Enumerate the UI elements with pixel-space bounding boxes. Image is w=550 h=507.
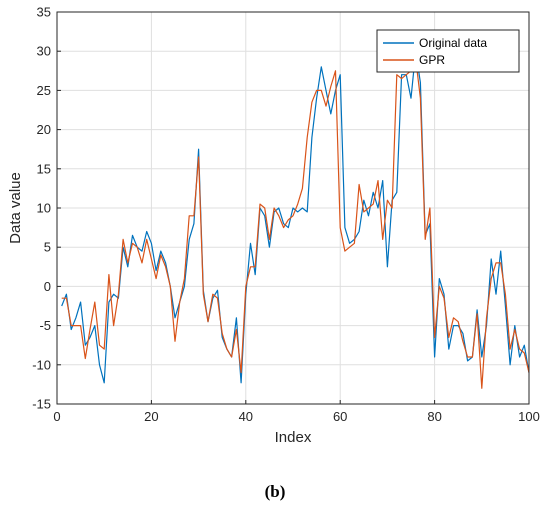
y-axis-title: Data value xyxy=(7,172,24,244)
y-tick-label: 30 xyxy=(37,44,51,59)
y-tick-label: 20 xyxy=(37,122,51,137)
series-layer xyxy=(61,50,530,389)
x-tick-label: 20 xyxy=(144,409,158,424)
x-tick-label: 100 xyxy=(518,409,540,424)
x-tick-label: 60 xyxy=(333,409,347,424)
caption-label: (b) xyxy=(264,482,286,501)
y-tick-label: -5 xyxy=(39,318,51,333)
x-tick-label: 0 xyxy=(53,409,60,424)
y-tick-label: 15 xyxy=(37,161,51,176)
y-tick-label: 0 xyxy=(44,279,51,294)
legend-box xyxy=(376,29,520,73)
figure-caption: (b) xyxy=(0,482,550,502)
grid-lines xyxy=(56,11,530,405)
legend-label: Original data xyxy=(419,36,487,50)
x-tick-label: 80 xyxy=(427,409,441,424)
x-axis-title: Index xyxy=(275,429,312,446)
line-chart: 0 20 40 60 80 100 -15 -10 -5 0 5 10 15 20 25 30 35 Index… xyxy=(7,5,540,447)
y-tick-label: 10 xyxy=(37,201,51,216)
y-tick-label: 5 xyxy=(44,240,51,255)
x-tick-label: 40 xyxy=(239,409,253,424)
y-tick-label: 35 xyxy=(37,5,51,20)
legend: Original data GPR xyxy=(376,29,520,73)
y-tick-label: -15 xyxy=(32,397,51,412)
y-tick-label: -10 xyxy=(32,357,51,372)
legend-label: GPR xyxy=(419,53,445,67)
gpr-line xyxy=(61,58,530,389)
y-tick-label: 25 xyxy=(37,83,51,98)
axis-ticks: 0 20 40 60 80 100 -15 -10 -5 0 5 10 15 20 25 30 35 xyxy=(32,5,540,425)
